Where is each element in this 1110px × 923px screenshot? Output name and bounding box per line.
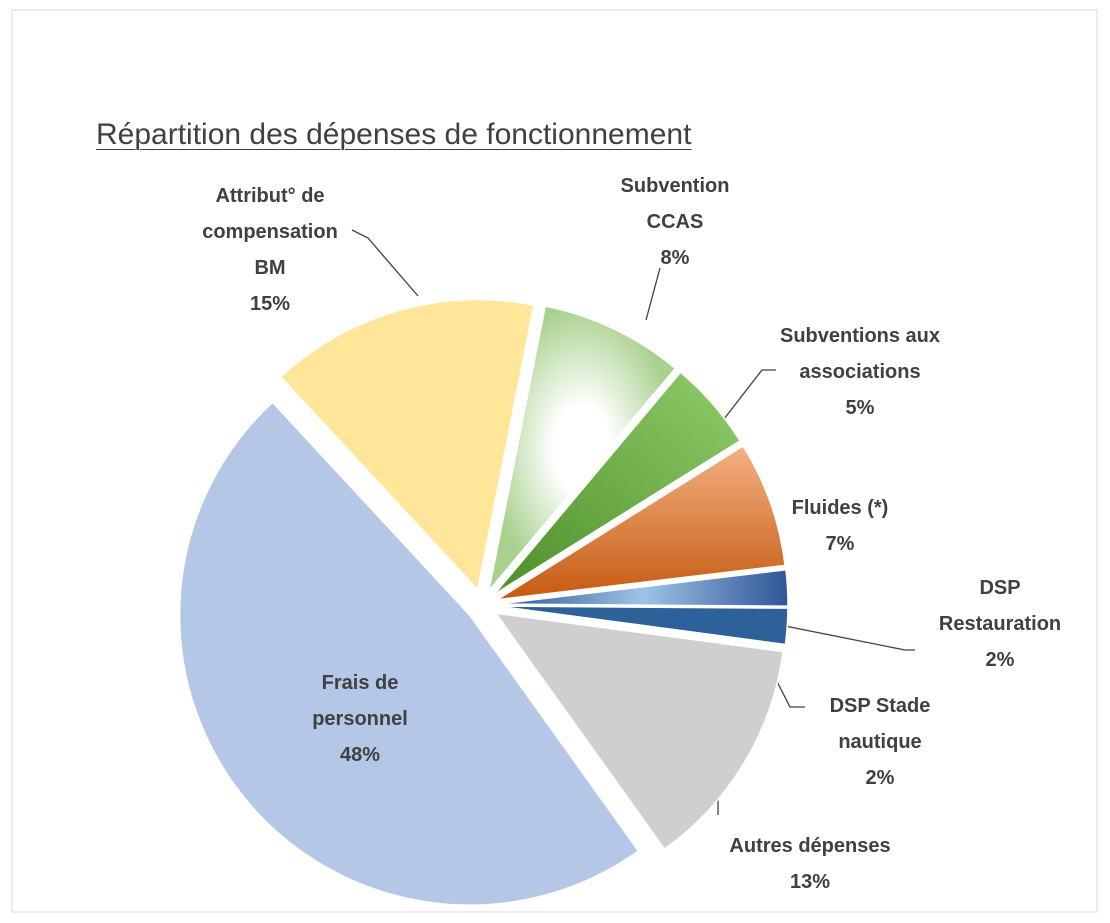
slice-label: DSP Stade nautique 2% — [820, 688, 940, 796]
pie-slice — [493, 371, 742, 596]
category-name: Autres dépenses — [729, 835, 891, 857]
value-label: 2% — [985, 649, 1015, 671]
slice-label: Subvention CCAS 8% — [610, 168, 740, 276]
pie-slice — [279, 298, 535, 592]
value-label: 2% — [865, 767, 895, 789]
category-name: Frais de personnel — [312, 672, 408, 730]
slice-label: Frais de personnel 48% — [300, 665, 420, 773]
category-name: DSP Restauration — [938, 577, 1062, 635]
value-label: 7% — [825, 533, 855, 555]
pie-slice — [496, 444, 786, 601]
value-label: 48% — [339, 744, 381, 766]
value-label: 15% — [249, 293, 291, 315]
chart-title: Répartition des dépenses de fonctionneme… — [96, 118, 692, 151]
pie-slice — [497, 568, 789, 607]
category-name: Subventions aux associations — [779, 325, 941, 383]
pie-slice — [497, 605, 789, 646]
chart-border — [11, 9, 1098, 913]
value-label: 5% — [845, 397, 875, 419]
slice-label: Subventions aux associations 5% — [765, 318, 955, 426]
category-name: DSP Stade nautique — [829, 695, 931, 753]
slice-label: DSP Restauration 2% — [925, 570, 1075, 678]
category-name: Subvention CCAS — [620, 175, 730, 233]
category-name: Attribut° de compensation BM — [202, 185, 338, 279]
slice-label: Fluides (*) 7% — [770, 490, 910, 562]
value-label: 8% — [660, 247, 690, 269]
category-name: Fluides (*) — [791, 497, 889, 519]
pie-slice — [494, 612, 785, 851]
pie-slice — [488, 305, 677, 592]
value-label: 13% — [789, 871, 831, 893]
slice-label: Autres dépenses 13% — [700, 828, 920, 900]
slice-label: Attribut° de compensation BM 15% — [185, 178, 355, 322]
pie-slice — [178, 401, 640, 906]
